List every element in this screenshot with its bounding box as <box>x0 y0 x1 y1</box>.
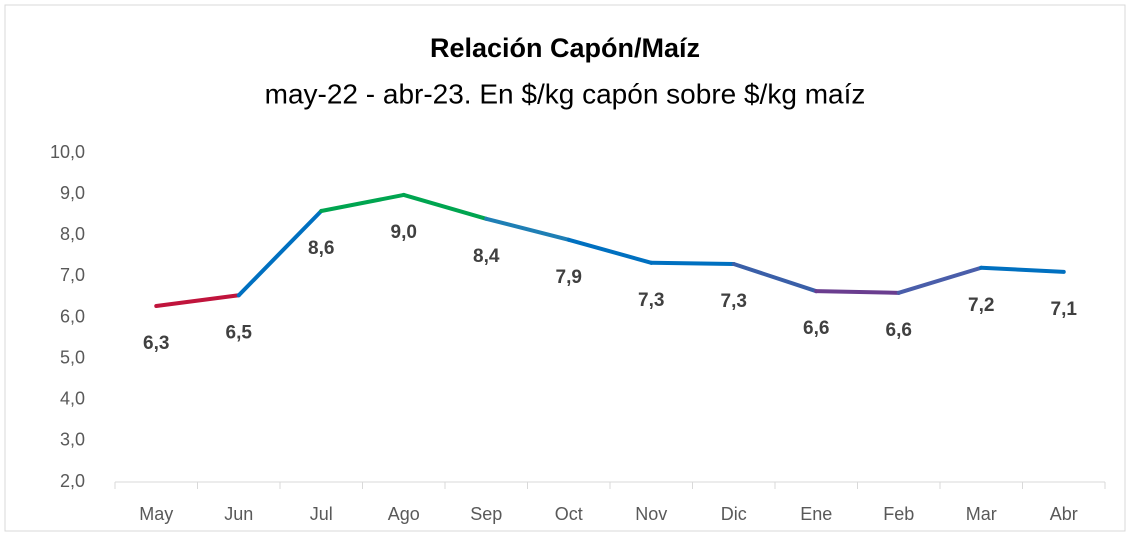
line-segment <box>154 293 241 308</box>
data-label: 8,6 <box>308 238 334 259</box>
x-tick-label: Oct <box>555 504 583 524</box>
chart-title: Relación Capón/Maíz <box>430 33 700 63</box>
line-segment <box>566 237 654 265</box>
data-label: 8,4 <box>473 246 500 267</box>
x-tick-label: Dic <box>721 504 747 524</box>
line-segment <box>979 265 1066 274</box>
y-tick-label: 2,0 <box>60 471 85 491</box>
chart-subtitle: may-22 - abr-23. En $/kg capón sobre $/k… <box>265 78 866 109</box>
y-tick-label: 5,0 <box>60 347 85 367</box>
y-tick-label: 8,0 <box>60 224 85 244</box>
x-tick-label: Jul <box>310 504 333 524</box>
data-label: 7,1 <box>1051 299 1078 320</box>
data-label: 6,6 <box>803 318 829 339</box>
data-label: 6,6 <box>886 320 912 341</box>
x-tick-label: Mar <box>966 504 997 524</box>
line-segment <box>401 192 489 221</box>
line-segment <box>649 260 736 267</box>
x-tick-label: May <box>139 504 173 524</box>
chart-border <box>4 4 1126 532</box>
y-tick-label: 4,0 <box>60 389 85 409</box>
x-tick-label: Sep <box>470 504 502 524</box>
data-label: 6,5 <box>226 322 253 343</box>
data-label: 7,3 <box>721 291 747 312</box>
line-segment <box>731 262 819 294</box>
y-tick-label: 3,0 <box>60 430 85 450</box>
y-tick-label: 7,0 <box>60 265 85 285</box>
x-tick-label: Jun <box>224 504 253 524</box>
y-tick-label: 6,0 <box>60 306 85 326</box>
y-tick-label: 9,0 <box>60 183 85 203</box>
data-label: 7,3 <box>638 290 664 311</box>
line-segment <box>896 265 984 295</box>
line-segment <box>236 208 324 298</box>
data-label: 7,9 <box>556 267 582 288</box>
x-tick-label: Ago <box>388 504 420 524</box>
x-tick-label: Feb <box>883 504 914 524</box>
line-segment <box>814 289 901 295</box>
line-segment <box>484 216 571 242</box>
line-segment <box>319 192 406 213</box>
data-label: 9,0 <box>391 222 417 243</box>
x-tick-label: Nov <box>635 504 667 524</box>
y-tick-label: 10,0 <box>50 142 85 162</box>
data-label: 7,2 <box>968 295 994 316</box>
x-tick-label: Ene <box>800 504 832 524</box>
x-tick-label: Abr <box>1050 504 1078 524</box>
data-label: 6,3 <box>143 333 169 354</box>
